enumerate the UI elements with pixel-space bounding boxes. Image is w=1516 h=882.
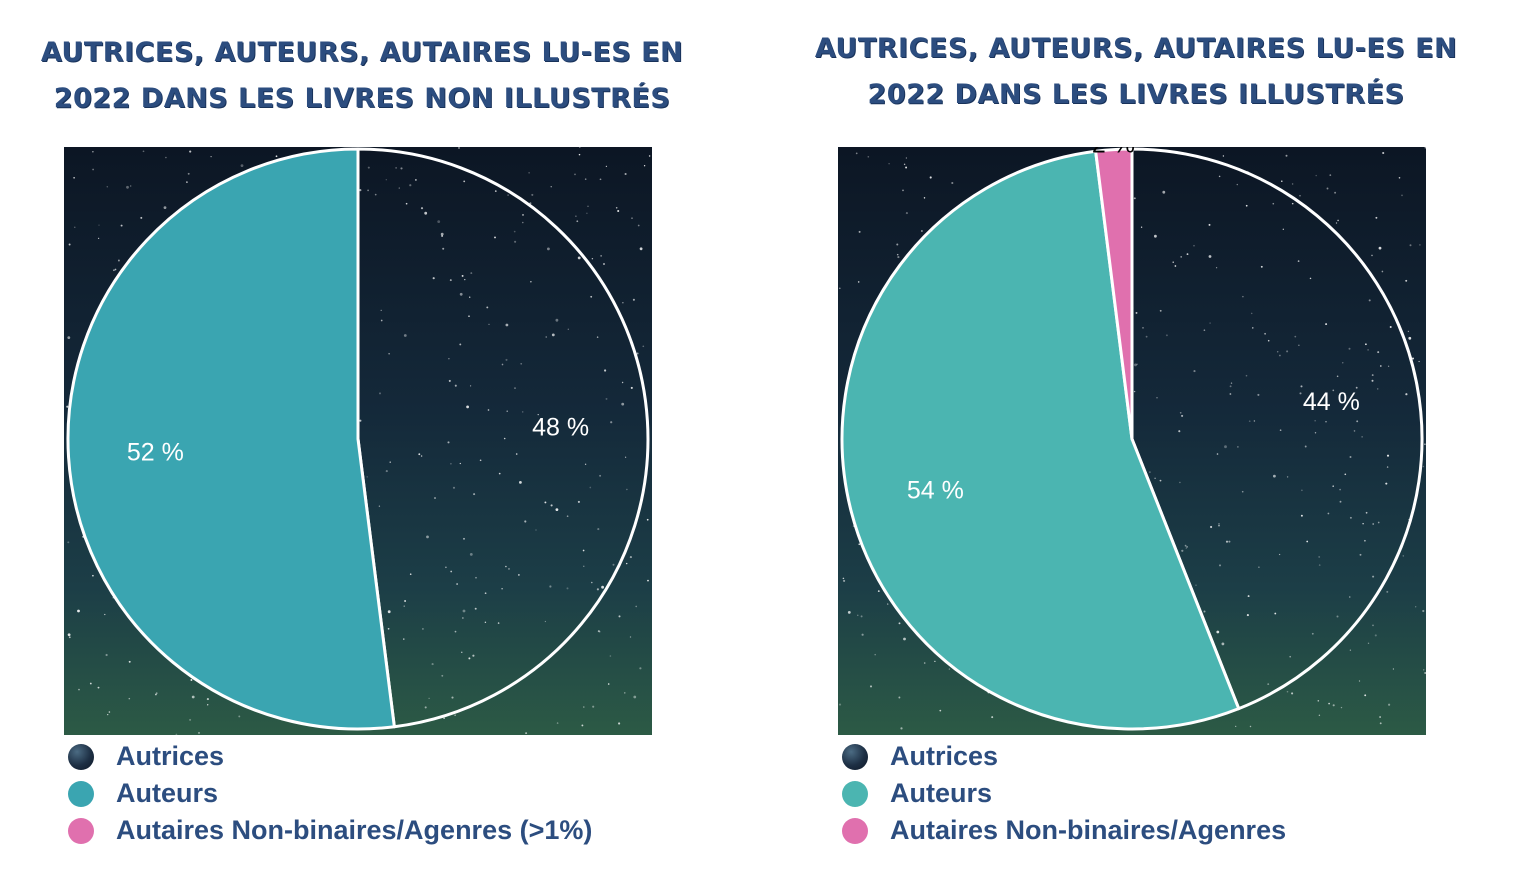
chart-title: AUTRICES, AUTEURS, AUTAIRES LU-ES EN 202… <box>814 33 1458 110</box>
slice-value-label: 52 % <box>127 439 184 467</box>
chart-panel-non-illustres: AUTRICES, AUTEURS, AUTAIRES LU-ES EN 202… <box>12 0 712 882</box>
legend-label: Autaires Non-binaires/Agenres (>1%) <box>116 815 593 845</box>
pie-chart-non-illustres: 48 % 52 % <box>64 147 652 735</box>
legend-label: Autrices <box>890 741 999 771</box>
legend-item-non-binaires: Autaires Non-binaires/Agenres (>1%) <box>68 812 592 849</box>
legend-swatch-auteurs <box>842 780 868 807</box>
pie-slice-autrices <box>356 147 650 729</box>
legend-item-auteurs: Auteurs <box>68 775 592 812</box>
pie-svg: 48 % 52 % <box>64 147 652 735</box>
pie-slice-autrices <box>1130 147 1424 711</box>
legend-label: Autrices <box>116 741 225 771</box>
pie-svg: 44 % 54 % 2 % <box>838 147 1426 735</box>
legend-swatch-auteurs <box>68 780 94 807</box>
pie-slice-autaires <box>1094 147 1134 441</box>
legend-label: Auteurs <box>116 778 219 808</box>
legend: Autrices Auteurs Autaires Non-binaires/A… <box>68 738 592 849</box>
legend: Autrices Auteurs Autaires Non-binaires/A… <box>842 738 1286 849</box>
legend-label: Autaires Non-binaires/Agenres <box>890 815 1287 845</box>
legend-swatch-autrices <box>842 743 868 770</box>
pie-slice-auteurs <box>840 149 1241 731</box>
legend-swatch-non-binaires <box>842 817 868 844</box>
pie-slice-auteurs <box>66 147 396 731</box>
slice-value-label: 54 % <box>907 477 964 505</box>
chart-panel-illustres: AUTRICES, AUTEURS, AUTAIRES LU-ES EN 202… <box>786 0 1486 882</box>
legend-item-autrices: Autrices <box>842 738 1286 775</box>
legend-label: Auteurs <box>890 778 993 808</box>
legend-item-autrices: Autrices <box>68 738 592 775</box>
legend-swatch-autrices <box>68 743 94 770</box>
legend-item-auteurs: Auteurs <box>842 775 1286 812</box>
legend-swatch-non-binaires <box>68 817 94 844</box>
slice-value-label: 48 % <box>532 413 589 441</box>
slice-value-label: 2 % <box>1092 147 1135 159</box>
legend-item-non-binaires: Autaires Non-binaires/Agenres <box>842 812 1286 849</box>
chart-title: AUTRICES, AUTEURS, AUTAIRES LU-ES EN 202… <box>40 37 684 114</box>
pie-chart-illustres: 44 % 54 % 2 % <box>838 147 1426 735</box>
slice-value-label: 44 % <box>1303 388 1360 416</box>
